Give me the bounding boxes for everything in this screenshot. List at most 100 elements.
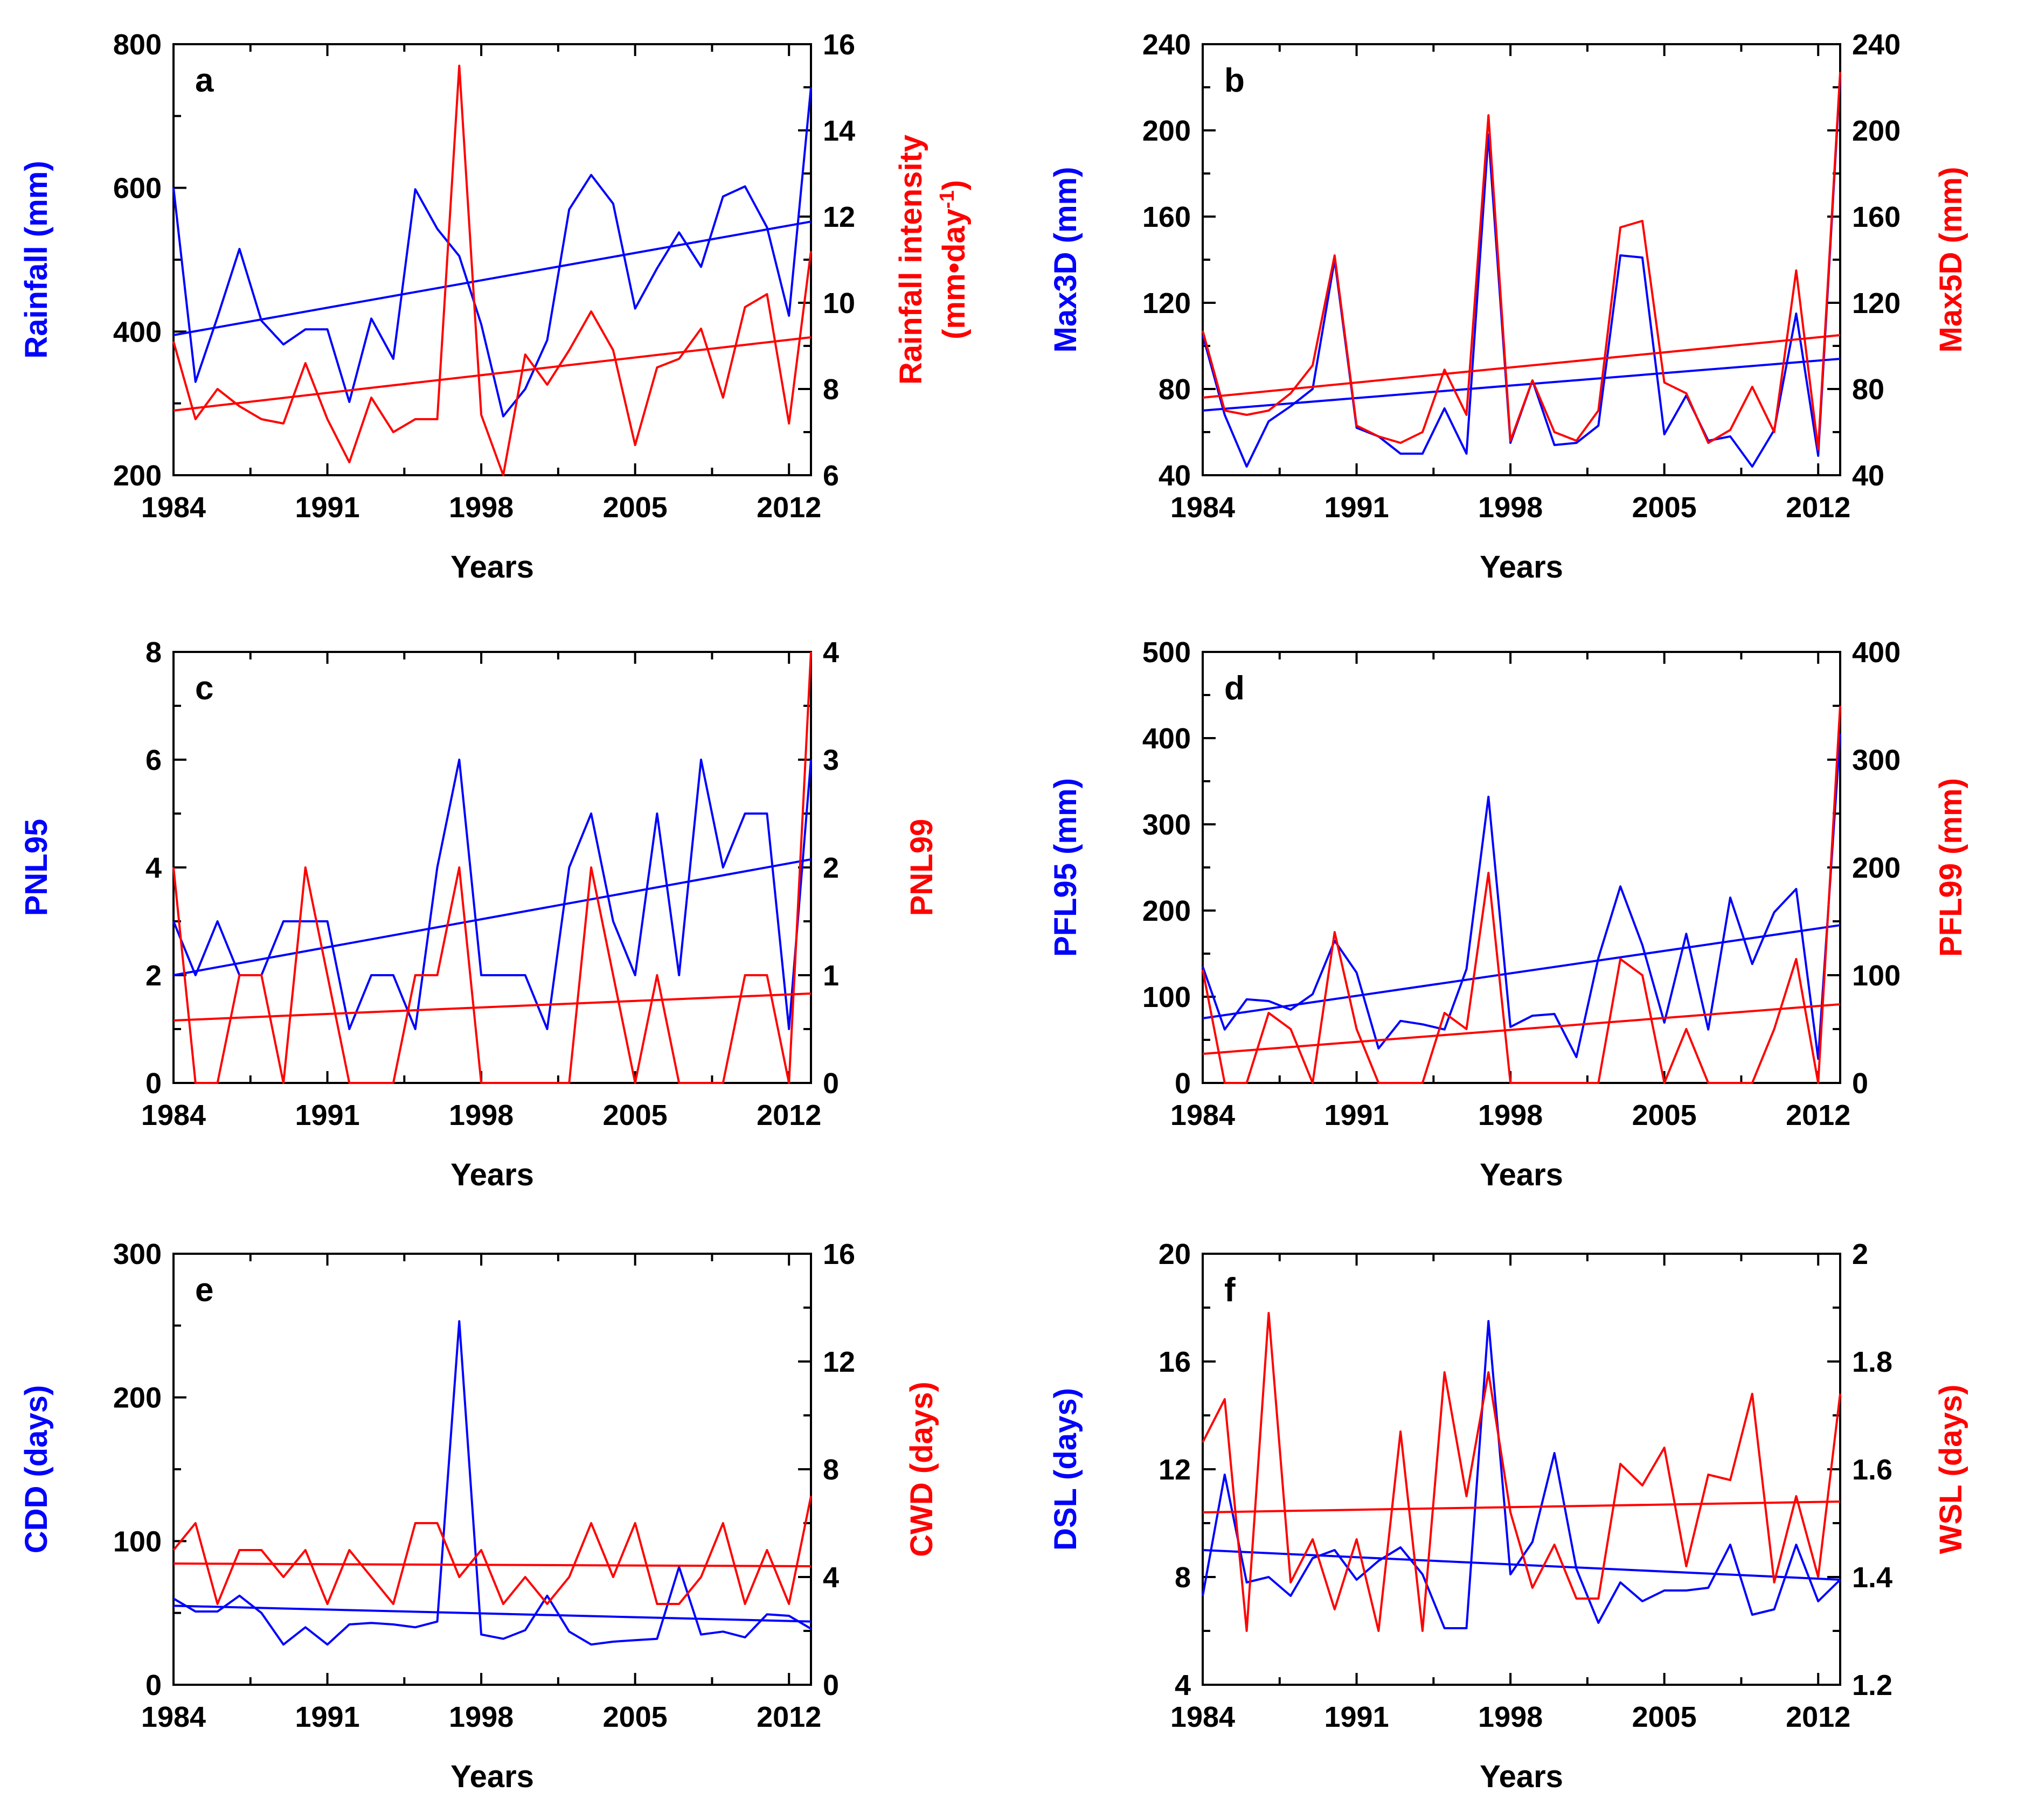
- series-line-pnl95: [172, 759, 812, 1030]
- y-left-tick-label: 200: [113, 1382, 162, 1414]
- trend-line-rainfall: [173, 220, 812, 336]
- y-left-tick-label: 0: [1175, 1067, 1191, 1100]
- x-tick-label: 2012: [1786, 1701, 1850, 1733]
- x-tick-label: 1984: [1170, 491, 1235, 524]
- y-left-tick-label: 8: [145, 636, 162, 669]
- y-right-tick-label: 1.6: [1852, 1454, 1892, 1486]
- panel-b: 1984 1991 1998 2005 2012 Years 40 80 120 160 200 24…: [1048, 29, 1968, 585]
- x-tick-label: 1991: [295, 1701, 359, 1733]
- x-tick-label: 1998: [1478, 1099, 1543, 1131]
- x-axis-title: Years: [450, 1157, 534, 1192]
- y-right-tick-label: 8: [823, 373, 839, 406]
- y-left-tick-label: 0: [145, 1669, 162, 1701]
- y-left-tick-label: 12: [1159, 1454, 1191, 1486]
- y-right-tick-label: 80: [1852, 373, 1884, 406]
- trend-line-pfl95: [1202, 924, 1841, 1019]
- series-line-pnl99: [172, 651, 812, 1084]
- series-line-pfl99: [1202, 705, 1841, 1084]
- y-right-axis-title: PNL99: [904, 819, 939, 916]
- x-tick-label: 1998: [1478, 1701, 1543, 1733]
- trend-line-pnl95: [173, 858, 812, 976]
- x-tick-label: 2012: [757, 1701, 821, 1733]
- y-left-tick-label: 2: [145, 960, 162, 992]
- trend-line-rainfall-intensity: [173, 336, 812, 412]
- y-left-axis-title: CDD (days): [19, 1385, 54, 1554]
- x-tick-label: 2005: [603, 1701, 668, 1733]
- plot-frame: [1202, 1253, 1841, 1686]
- x-tick-label: 1984: [141, 1099, 206, 1131]
- x-tick-label: 1991: [1324, 1701, 1389, 1733]
- x-axis-title: Years: [450, 1759, 534, 1794]
- trend-line-wsl: [1202, 1501, 1841, 1513]
- y-right-tick-label: 1.4: [1852, 1561, 1892, 1594]
- x-tick-label: 1984: [1170, 1099, 1235, 1131]
- y-left-axis-title: PFL95 (mm): [1048, 778, 1083, 957]
- y-right-tick-label: 4: [823, 636, 839, 669]
- x-tick-label: 1998: [449, 1701, 514, 1733]
- y-right-tick-label: 16: [823, 29, 855, 61]
- plot-frame: [172, 43, 812, 476]
- y-left-tick-label: 6: [145, 744, 162, 776]
- y-right-tick-label: 40: [1852, 460, 1884, 492]
- y-right-tick-label: 200: [1852, 852, 1901, 884]
- y-right-axis-title: CWD (days): [904, 1381, 939, 1557]
- y-left-axis-title: Max3D (mm): [1048, 167, 1083, 353]
- y-right-tick-label: 2: [823, 852, 839, 884]
- series-line-wsl: [1202, 1312, 1841, 1632]
- y-left-tick-label: 800: [113, 29, 162, 61]
- y-left-axis-title: PNL95: [19, 819, 54, 916]
- y-left-axis-title: Rainfall (mm): [19, 161, 54, 358]
- series-line-cwd: [172, 1496, 812, 1605]
- y-right-tick-label: 0: [823, 1669, 839, 1701]
- y-right-tick-label: 3: [823, 744, 839, 776]
- x-tick-label: 1991: [1324, 491, 1389, 524]
- y-right-tick-label: 10: [823, 287, 855, 319]
- y-left-tick-label: 0: [145, 1067, 162, 1100]
- y-left-tick-label: 160: [1142, 201, 1191, 233]
- x-tick-label: 1998: [449, 1099, 514, 1131]
- y-left-tick-label: 240: [1142, 29, 1191, 61]
- y-left-tick-label: 200: [1142, 895, 1191, 927]
- x-axis-title: Years: [1480, 1759, 1563, 1794]
- y-right-tick-label: 14: [823, 115, 855, 147]
- y-right-tick-label: 200: [1852, 115, 1901, 147]
- y-left-tick-label: 8: [1175, 1561, 1191, 1594]
- panel-letter: f: [1224, 1272, 1236, 1309]
- y-right-tick-label: 6: [823, 460, 839, 492]
- panel-letter: e: [195, 1272, 213, 1309]
- panel-letter: b: [1224, 62, 1245, 99]
- y-right-axis-units: (mm•day-1): [936, 180, 972, 339]
- trend-line-max5d: [1202, 334, 1841, 399]
- x-tick-label: 2005: [1632, 491, 1697, 524]
- y-left-tick-label: 600: [113, 172, 162, 205]
- y-right-tick-label: 1: [823, 960, 839, 992]
- y-left-tick-label: 400: [1142, 723, 1191, 755]
- y-left-tick-label: 100: [113, 1525, 162, 1558]
- y-right-tick-label: 300: [1852, 744, 1901, 776]
- y-right-tick-label: 12: [823, 1346, 855, 1378]
- y-right-tick-label: 4: [823, 1561, 839, 1594]
- panel-a: 1984 1991 1998 2005 2012 Years 200 400 600 800 6 8 1…: [19, 29, 972, 585]
- y-right-tick-label: 160: [1852, 201, 1901, 233]
- x-axis-title: Years: [450, 550, 534, 585]
- y-right-axis-title: Rainfall intensity: [893, 135, 928, 385]
- x-tick-label: 2005: [1632, 1701, 1697, 1733]
- panel-letter: c: [195, 670, 213, 707]
- x-tick-label: 1991: [295, 491, 359, 524]
- y-left-tick-label: 200: [1142, 115, 1191, 147]
- y-left-tick-label: 300: [113, 1238, 162, 1270]
- x-tick-label: 2012: [1786, 491, 1850, 524]
- series-line-rainfall: [172, 87, 812, 418]
- x-tick-label: 2012: [1786, 1099, 1850, 1131]
- y-right-axis-title: PFL99 (mm): [1933, 778, 1968, 957]
- panel-letter: d: [1224, 670, 1245, 707]
- y-right-tick-label: 120: [1852, 287, 1901, 319]
- panel-letter: a: [195, 62, 214, 99]
- x-tick-label: 1984: [1170, 1701, 1235, 1733]
- y-right-axis-title: Max5D (mm): [1933, 167, 1968, 353]
- panel-e: 1984 1991 1998 2005 2012 Years 0 100 200 300 0 4 8 12…: [19, 1238, 939, 1794]
- y-left-tick-label: 120: [1142, 287, 1191, 319]
- x-tick-label: 1991: [295, 1099, 359, 1131]
- y-right-tick-label: 12: [823, 201, 855, 233]
